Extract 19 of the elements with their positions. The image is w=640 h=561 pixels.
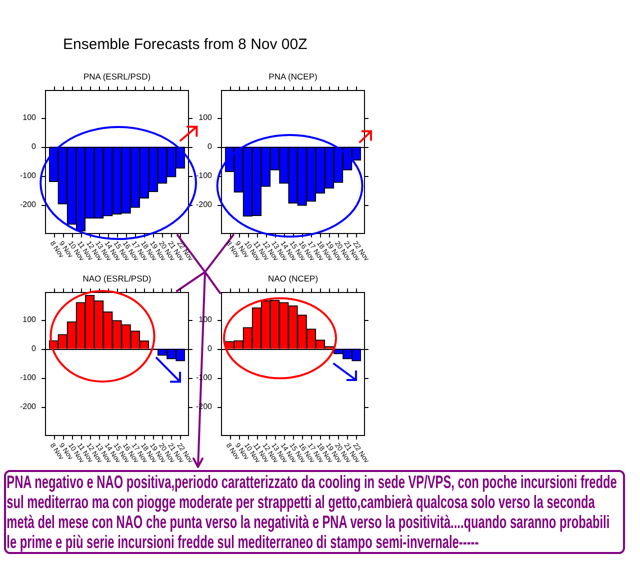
y-tick-label: 100 bbox=[198, 112, 213, 122]
y-tick-label: 100 bbox=[22, 112, 37, 122]
chart-title: NAO (ESRL/PSD) bbox=[82, 274, 152, 284]
y-tick-label: 100 bbox=[22, 314, 37, 324]
text: PNA negativo e NAO positiva,periodo caratterizzato da cooling in sede VP/VPS, con poche incursioni fredde sul mediterrao ma con piogge moderate per strappetti al getto,cambierà qualcosa solo verso la seconda metà del mese con NAO che punta verso la negatività e PNA verso la positività....quando saranno probabili le prime e più serie incursioni fredde sul mediterraneo di stampo semi-invernale----- bbox=[6, 472, 622, 552]
y-tick-label: 0 bbox=[208, 344, 213, 353]
chart-title: PNA (ESRL/PSD) bbox=[83, 72, 151, 82]
y-tick-label: 0 bbox=[32, 142, 37, 151]
chart-title: NAO (NCEP) bbox=[268, 274, 318, 284]
y-tick-label: -200 bbox=[20, 200, 37, 210]
y-tick-label: 0 bbox=[208, 141, 213, 150]
y-tick-label: 0 bbox=[32, 344, 37, 353]
y-tick-label: -100 bbox=[20, 171, 37, 180]
chart-title: PNA (NCEP) bbox=[268, 71, 318, 81]
y-tick-label: -100 bbox=[196, 170, 213, 180]
text: Ensemble Forecasts from 8 Nov 00Z bbox=[63, 36, 308, 53]
y-tick-label: -200 bbox=[20, 402, 37, 412]
y-tick-label: -200 bbox=[196, 200, 213, 209]
y-tick-label: -100 bbox=[20, 373, 37, 382]
